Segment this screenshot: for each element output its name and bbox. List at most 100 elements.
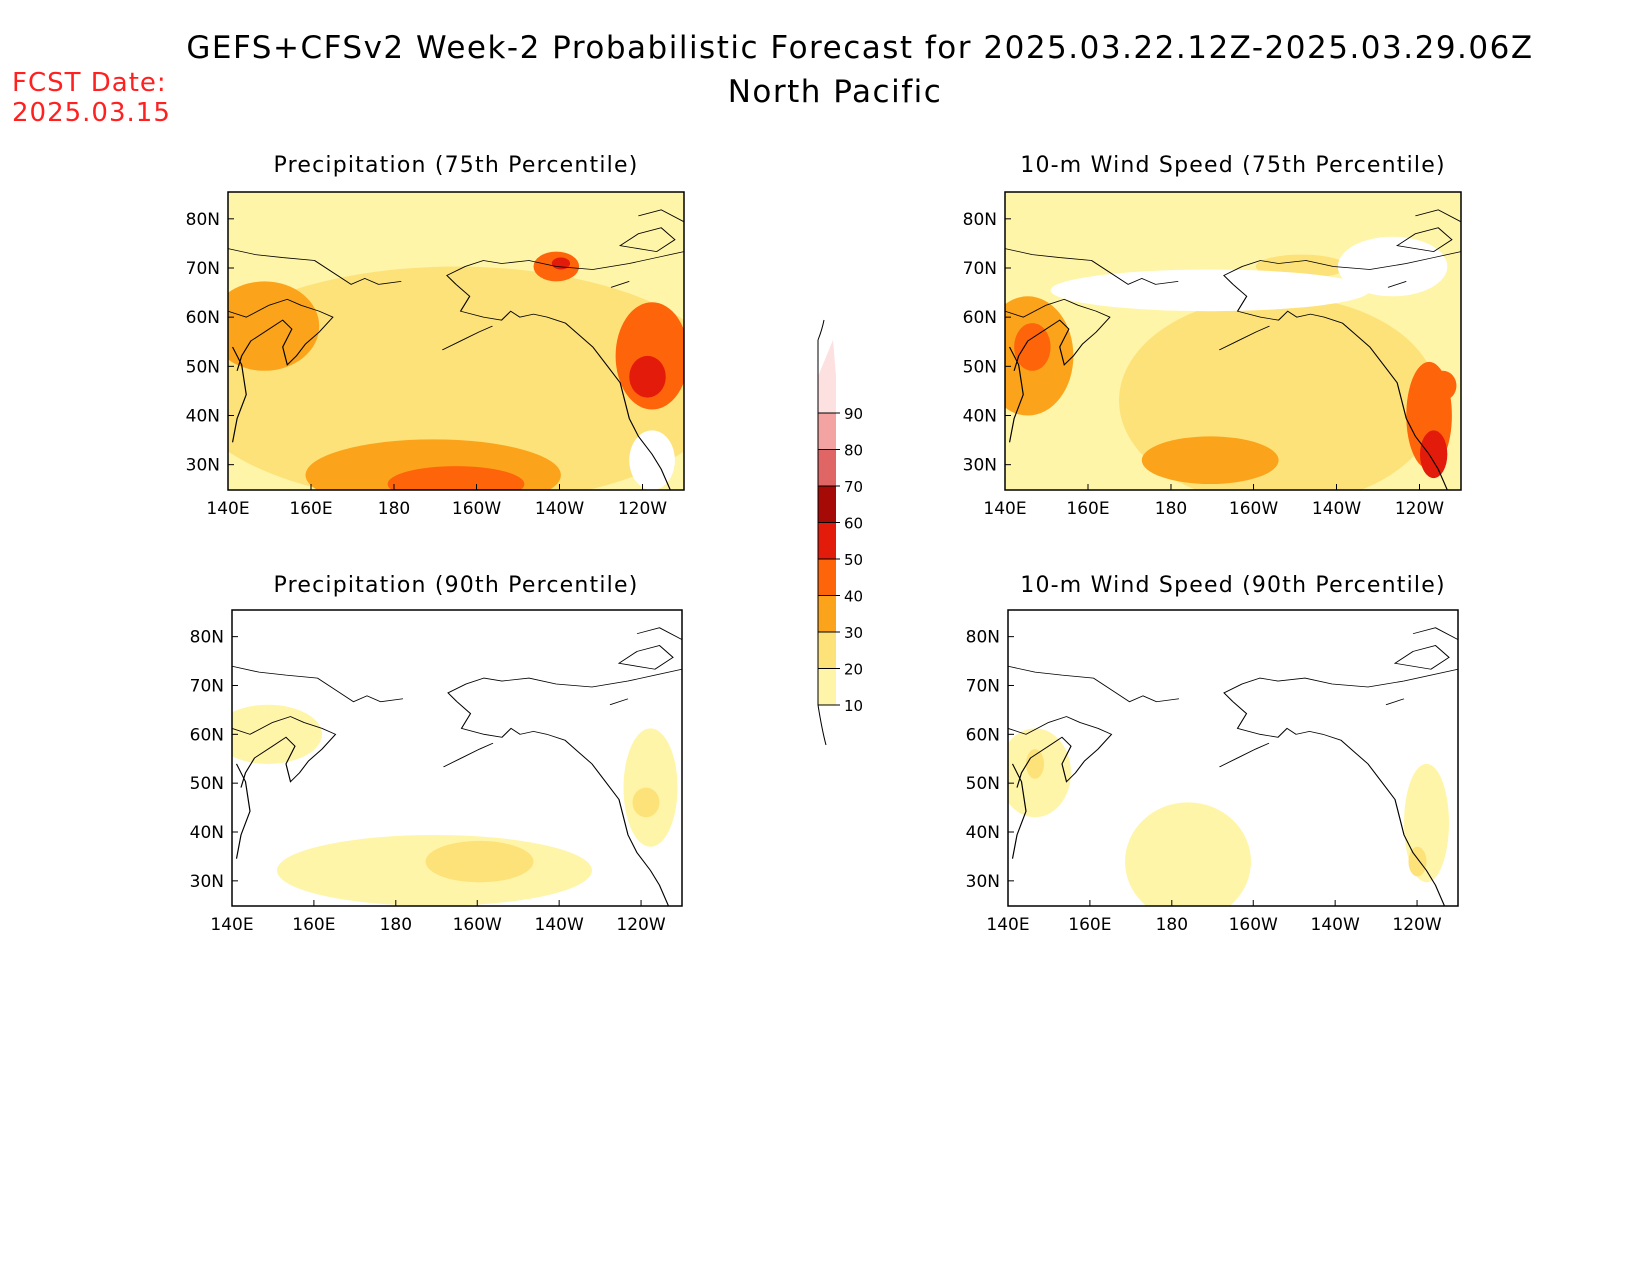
lon-tick-label: 180	[380, 915, 412, 935]
colorbar-swatch	[818, 376, 836, 413]
colorbar-label: 80	[844, 442, 863, 460]
lon-tick-label: 120W	[618, 499, 667, 519]
colorbar-label: 50	[844, 551, 863, 569]
lon-tick-label: 120W	[1392, 915, 1441, 935]
lat-tick-label: 70N	[190, 676, 224, 696]
lon-tick-label: 140E	[206, 499, 249, 519]
shading-area	[1408, 846, 1427, 877]
lon-tick-label: 180	[378, 499, 410, 519]
lon-tick-label: 160E	[1066, 499, 1109, 519]
colorbar-legend: 10 20 30 40 50 60 70 80 90	[817, 319, 863, 746]
lon-tick-label: 140W	[535, 499, 584, 519]
colorbar-label: 90	[844, 405, 863, 423]
colorbar-label: 40	[844, 588, 863, 606]
shading-area	[629, 355, 666, 398]
lat-tick-label: 50N	[963, 357, 997, 377]
map-frame	[1004, 191, 1462, 491]
shading-area	[232, 704, 322, 764]
lat-tick-label: 60N	[963, 308, 997, 328]
lon-tick-label: 160W	[1229, 915, 1278, 935]
shading-area	[1125, 802, 1251, 906]
lon-tick-label: 140E	[210, 915, 253, 935]
shading-area	[623, 728, 678, 847]
lat-tick-label: 40N	[963, 407, 997, 427]
shading-area	[1026, 749, 1044, 779]
map-frame	[1007, 609, 1459, 907]
shading-area	[1014, 323, 1051, 371]
colorbar-swatch	[818, 668, 836, 705]
shading-area	[632, 787, 660, 818]
colorbar-lower-triangle	[817, 704, 827, 746]
lon-tick-label: 160W	[452, 499, 501, 519]
lat-tick-label: 80N	[190, 628, 224, 648]
shading-area	[1141, 436, 1279, 485]
lat-tick-label: 30N	[963, 456, 997, 476]
lat-tick-label: 50N	[966, 774, 1000, 794]
lon-tick-label: 160W	[453, 915, 502, 935]
shading-below-threshold	[1337, 236, 1448, 297]
lat-tick-label: 40N	[186, 407, 220, 427]
map-frame	[227, 191, 685, 491]
shading-below-threshold	[1050, 269, 1370, 312]
lon-tick-label: 180	[1156, 915, 1188, 935]
lon-tick-label: 160E	[292, 915, 335, 935]
shading-area	[425, 840, 534, 883]
colorbar-swatch	[818, 449, 836, 486]
map-panel-wind-90: 140E 160E 180 160W 140W 120W 80N 70N 60N 50N 40N 30…	[966, 609, 1459, 935]
colorbar-label: 70	[844, 478, 863, 496]
shading-area	[1419, 430, 1448, 479]
colorbar-swatch	[818, 595, 836, 632]
lon-tick-label: 160W	[1229, 499, 1278, 519]
lat-tick-label: 70N	[966, 676, 1000, 696]
colorbar-swatch	[818, 486, 836, 523]
lon-tick-label: 140W	[535, 915, 584, 935]
colorbar-label: 60	[844, 515, 863, 533]
lat-tick-label: 60N	[186, 308, 220, 328]
lat-tick-label: 60N	[966, 725, 1000, 745]
lon-tick-label: 120W	[1395, 499, 1444, 519]
colorbar-swatch	[818, 632, 836, 669]
colorbar-swatch	[818, 522, 836, 559]
colorbar-label: 30	[844, 624, 863, 642]
panel-title-wind-75: 10-m Wind Speed (75th Percentile)	[1020, 153, 1446, 178]
colorbar-label: 10	[844, 697, 863, 715]
lon-tick-label: 140W	[1312, 499, 1361, 519]
colorbar-swatch	[818, 413, 836, 450]
forecast-date-value: 2025.03.15	[12, 98, 171, 128]
panel-title-precip-75: Precipitation (75th Percentile)	[273, 153, 639, 178]
panel-title-precip-90: Precipitation (90th Percentile)	[273, 573, 639, 598]
map-panel-precip-90: 140E 160E 180 160W 140W 120W 80N 70N 60N 50N 40N 30…	[190, 609, 683, 935]
lon-tick-label: 120W	[616, 915, 665, 935]
colorbar-label: 20	[844, 661, 863, 679]
lat-tick-label: 80N	[966, 628, 1000, 648]
lat-tick-label: 30N	[186, 456, 220, 476]
lat-tick-label: 60N	[190, 725, 224, 745]
map-panel-precip-75: 140E 160E 180 160W 140W 120W 80N 70N 60N 50N 40N 30…	[186, 191, 685, 519]
lat-tick-label: 30N	[966, 872, 1000, 892]
lat-tick-label: 70N	[186, 259, 220, 279]
colorbar-swatch	[818, 559, 836, 596]
lat-tick-label: 40N	[190, 823, 224, 843]
lat-tick-label: 50N	[186, 357, 220, 377]
shading-below-threshold	[629, 430, 675, 490]
map-frame	[231, 609, 683, 907]
lat-tick-label: 80N	[186, 210, 220, 230]
lat-tick-label: 50N	[190, 774, 224, 794]
lon-tick-label: 140E	[986, 915, 1029, 935]
panel-title-wind-90: 10-m Wind Speed (90th Percentile)	[1020, 573, 1446, 598]
lon-tick-label: 140E	[983, 499, 1026, 519]
colorbar-upper-triangle	[818, 340, 836, 377]
colorbar-top-edge	[817, 319, 825, 341]
map-panel-wind-75: 140E 160E 180 160W 140W 120W 80N 70N 60N 50N 40N 30…	[963, 191, 1462, 519]
lon-tick-label: 160E	[1068, 915, 1111, 935]
lon-tick-label: 180	[1155, 499, 1187, 519]
shading-area	[250, 317, 297, 365]
lon-tick-label: 140W	[1311, 915, 1360, 935]
shading-area	[387, 466, 525, 490]
lat-tick-label: 40N	[966, 823, 1000, 843]
figure-title: GEFS+CFSv2 Week-2 Probabilistic Forecast…	[186, 30, 1534, 66]
forecast-date-label: FCST Date:	[12, 68, 167, 98]
shading-area	[228, 266, 684, 490]
lat-tick-label: 80N	[963, 210, 997, 230]
